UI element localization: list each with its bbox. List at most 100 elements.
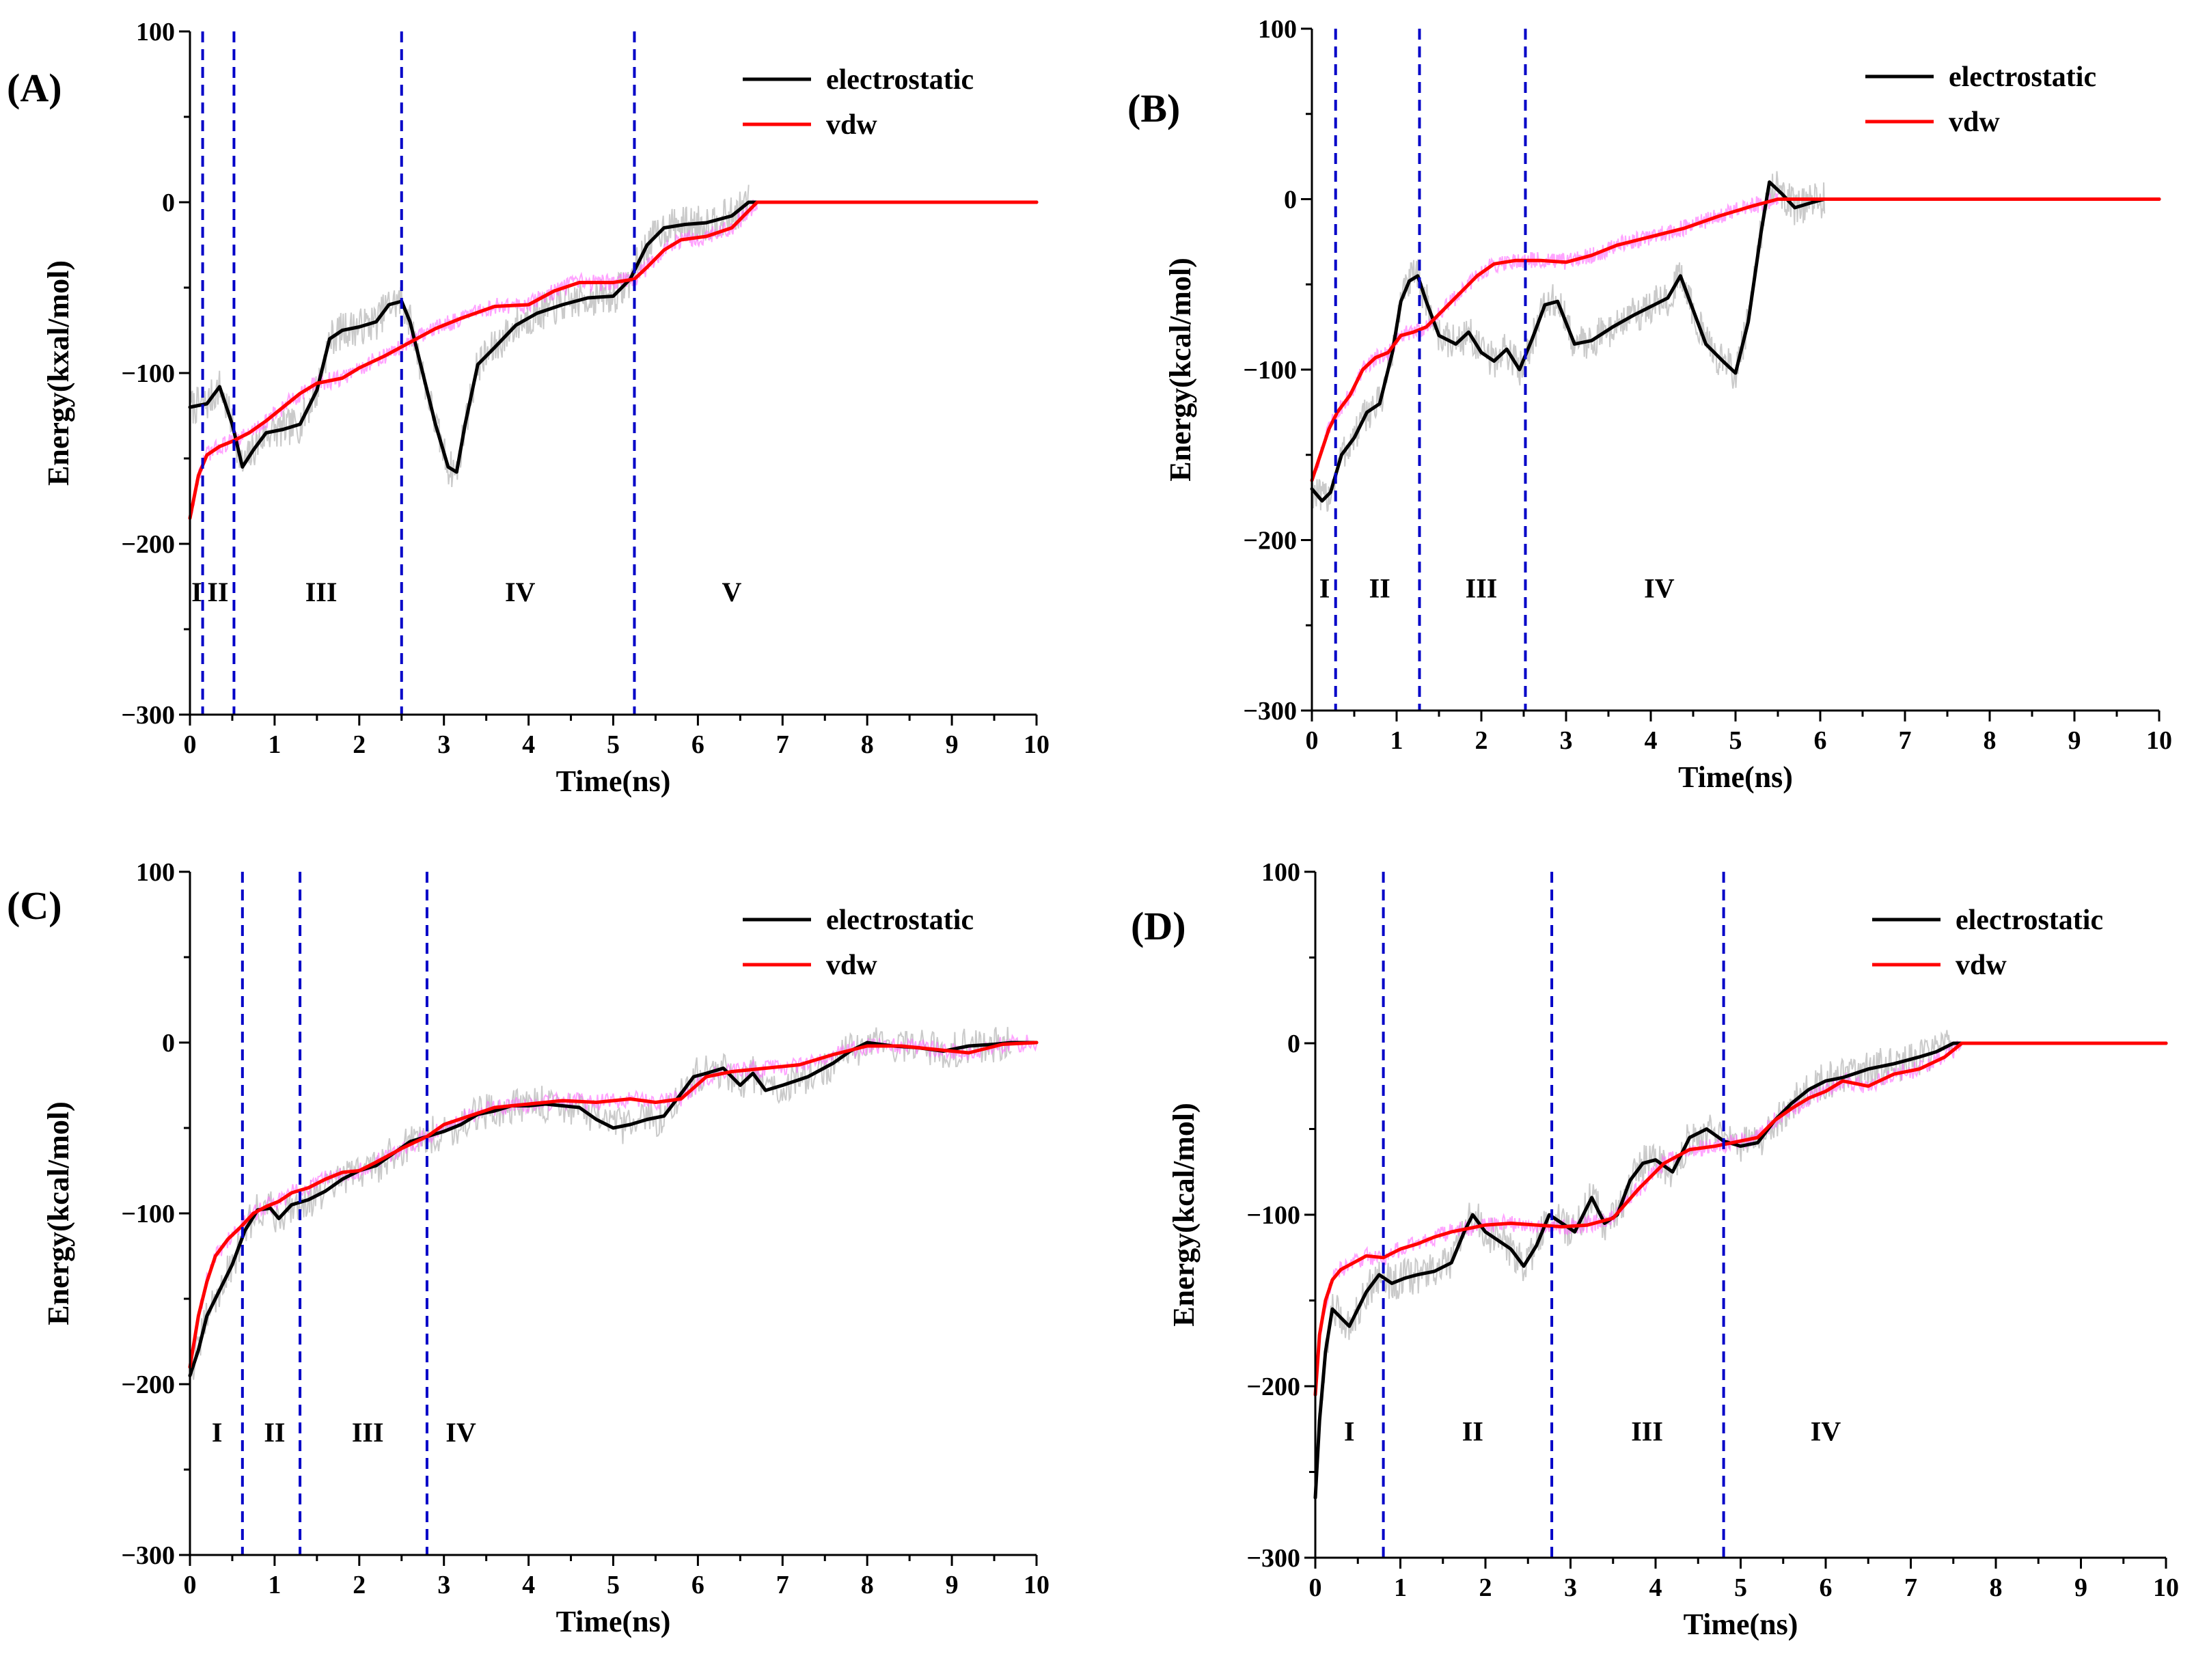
x-tick-label: 10	[1024, 1571, 1050, 1599]
x-tick-label: 6	[1820, 1573, 1833, 1602]
x-tick-label: 4	[522, 730, 535, 759]
series-line-vdw	[1310, 197, 2161, 482]
y-axis-title: Energy(kxal/mol)	[42, 260, 75, 486]
stage-label: IV	[1644, 573, 1675, 603]
series-noise-vdw	[1315, 1040, 1963, 1398]
x-tick-label: 0	[1306, 726, 1319, 755]
x-tick-label: 0	[184, 730, 197, 759]
x-tick-label: 3	[437, 1571, 450, 1599]
series-line-vdw	[188, 200, 1039, 520]
x-tick-label: 0	[1309, 1573, 1322, 1602]
x-tick-label: 4	[522, 1571, 535, 1599]
series-line-electrostatic	[188, 200, 1039, 474]
x-axis-title: Time(ns)	[556, 765, 671, 798]
x-tick-label: 2	[1479, 1573, 1492, 1602]
series-line-electrostatic	[1313, 1041, 2168, 1500]
legend-label-electrostatic: electrostatic	[1956, 905, 2103, 936]
y-tick-label: −200	[1246, 1373, 1300, 1401]
x-tick-label: 9	[2074, 1573, 2087, 1602]
legend-label-vdw: vdw	[826, 950, 877, 981]
x-tick-label: 8	[1990, 1573, 2003, 1602]
x-tick-label: 2	[353, 1571, 366, 1599]
x-tick-label: 7	[1899, 726, 1912, 755]
x-tick-label: 1	[268, 1571, 281, 1599]
stage-label: III	[1631, 1416, 1663, 1446]
x-axis-title: Time(ns)	[1678, 760, 1793, 794]
x-tick-label: 3	[1564, 1573, 1577, 1602]
y-axis-title: Energy(kcal/mol)	[42, 1101, 75, 1325]
x-tick-label: 5	[1734, 1573, 1747, 1602]
panel-label: (C)	[7, 883, 62, 928]
x-axis-title: Time(ns)	[556, 1605, 671, 1638]
x-axis-title: Time(ns)	[1684, 1608, 1798, 1641]
y-tick-label: −200	[1243, 527, 1297, 555]
series-noise-vdw	[189, 1034, 1037, 1371]
x-tick-label: 4	[1649, 1573, 1662, 1602]
x-tick-label: 4	[1645, 726, 1658, 755]
x-tick-label: 1	[1394, 1573, 1407, 1602]
chart-panel-a: I II III IV V0 1 2 3 4 5 6 7 8 9 10−300−200−1000100Tim…	[7, 18, 1050, 798]
x-tick-label: 7	[776, 1571, 789, 1599]
y-tick-label: −300	[1246, 1544, 1300, 1573]
x-tick-label: 9	[946, 730, 959, 759]
x-tick-label: 7	[1904, 1573, 1917, 1602]
legend-label-vdw: vdw	[1949, 107, 2000, 138]
stage-label: III	[305, 577, 338, 607]
x-tick-label: 6	[1814, 726, 1827, 755]
x-tick-label: 5	[607, 730, 620, 759]
x-tick-label: 10	[1024, 730, 1050, 759]
series-line-vdw	[188, 1041, 1039, 1369]
legend-label-vdw: vdw	[1956, 950, 2007, 981]
stage-label: III	[1466, 573, 1498, 603]
y-tick-label: −100	[121, 359, 175, 388]
legend-label-electrostatic: electrostatic	[826, 64, 974, 96]
x-tick-label: 6	[691, 1571, 704, 1599]
stage-label: IV	[505, 577, 536, 607]
series-line-vdw	[1313, 1041, 2168, 1396]
stage-label: V	[722, 577, 742, 607]
x-tick-label: 1	[268, 730, 281, 759]
stage-label: IV	[445, 1417, 476, 1448]
y-tick-label: −200	[121, 530, 175, 559]
y-tick-label: −200	[121, 1371, 175, 1399]
panel-label: (D)	[1131, 904, 1186, 948]
x-tick-label: 5	[607, 1571, 620, 1599]
x-tick-label: 3	[437, 730, 450, 759]
y-tick-label: 0	[1287, 1030, 1300, 1058]
x-tick-label: 9	[946, 1571, 959, 1599]
stage-label: I	[1319, 573, 1330, 603]
y-tick-label: −300	[1243, 697, 1297, 726]
series-line-electrostatic	[188, 1041, 1039, 1377]
stage-label: I	[1344, 1416, 1355, 1446]
stage-label: II	[264, 1417, 285, 1448]
stage-label: II	[207, 577, 228, 607]
y-tick-label: 0	[162, 1029, 175, 1058]
x-tick-label: 6	[691, 730, 704, 759]
y-tick-label: 0	[1284, 186, 1297, 215]
y-axis-title: Energy(kcal/mol)	[1164, 258, 1197, 482]
stage-label: IV	[1811, 1416, 1841, 1446]
legend-label-electrostatic: electrostatic	[1949, 61, 2096, 93]
y-tick-label: −300	[121, 1541, 175, 1570]
chart-panel-c: I II III IV0 1 2 3 4 5 6 7 8 9 10−300−200−1000100Time…	[7, 858, 1050, 1638]
y-tick-label: −100	[1246, 1201, 1300, 1230]
panel-label: (A)	[7, 66, 62, 110]
chart-panel-d: I II III IV0 1 2 3 4 5 6 7 8 9 10−300−200−1000100Time…	[1131, 858, 2179, 1641]
x-tick-label: 8	[861, 730, 874, 759]
chart-panel-b: I II III IV0 1 2 3 4 5 6 7 8 9 10−300−200−1000100Time…	[1127, 15, 2172, 794]
x-tick-label: 10	[2153, 1573, 2179, 1602]
stage-label: II	[1369, 573, 1390, 603]
series-noise-vdw	[189, 199, 758, 523]
y-tick-label: 100	[1258, 15, 1297, 44]
stage-label: III	[352, 1417, 384, 1448]
x-tick-label: 2	[1475, 726, 1488, 755]
x-tick-label: 5	[1729, 726, 1742, 755]
x-tick-label: 8	[861, 1571, 874, 1599]
series-noise-electrostatic	[189, 1027, 1012, 1383]
x-tick-label: 1	[1390, 726, 1403, 755]
x-tick-label: 10	[2146, 726, 2172, 755]
y-tick-label: 0	[162, 189, 175, 217]
y-axis-title: Energy(kcal/mol)	[1167, 1103, 1201, 1327]
y-tick-label: 100	[1261, 858, 1300, 887]
